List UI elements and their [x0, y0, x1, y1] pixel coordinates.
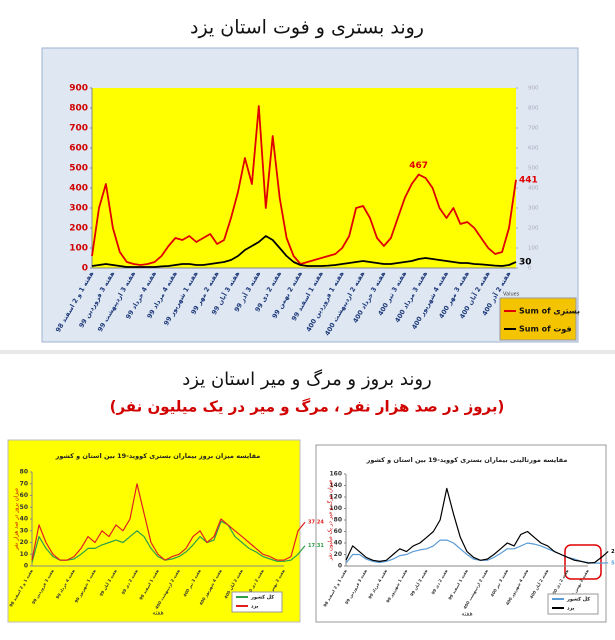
section-title: روند بروز و مرگ و میر استان یزد	[182, 369, 431, 390]
y-tick-label: 100	[329, 505, 342, 512]
y-tick-label: 40	[20, 516, 28, 523]
series-line	[31, 483, 306, 561]
plot-area	[92, 88, 516, 268]
y-tick-label: 20	[20, 539, 28, 546]
y-tick-label: 40	[334, 540, 342, 547]
y-tick-label: 200	[69, 224, 88, 234]
y2-tick-label: 600	[528, 146, 539, 152]
separator	[0, 350, 615, 354]
data-label: 5.65	[611, 560, 615, 566]
data-label: 25.34	[611, 549, 615, 555]
data-label: 17.31	[308, 543, 324, 549]
x-axis-label: هفته	[152, 610, 163, 617]
y-tick-label: 0	[24, 563, 28, 570]
highlight-box	[564, 544, 602, 580]
data-label: 30	[519, 258, 532, 268]
series-line	[31, 520, 306, 563]
data-label: 467	[409, 161, 428, 171]
y2-tick-label: 300	[528, 206, 539, 212]
y2-tick-label: 900	[528, 86, 539, 92]
chart-title: مقایسه میزان بروز بیماران بستری کووید-19…	[55, 452, 261, 460]
y2-tick-label: 200	[528, 226, 539, 232]
right-panel	[315, 444, 607, 623]
y-tick-label: 120	[329, 494, 342, 501]
top-title: روند بستری و فوت استان یزد	[190, 17, 424, 39]
data-label: 37.24	[308, 520, 324, 526]
y2-tick-label: 700	[528, 126, 539, 132]
y-tick-label: 60	[334, 528, 342, 535]
series-line	[91, 105, 517, 266]
legend-label: کل کشور	[566, 597, 590, 603]
y-tick-label: 160	[329, 471, 342, 478]
y-tick-label: 0	[82, 264, 88, 274]
y2-tick-label: 100	[528, 246, 539, 252]
legend-label: یزد	[567, 606, 575, 612]
y-tick-label: 50	[20, 504, 28, 511]
y2-tick-label: 0	[528, 266, 532, 272]
y2-tick-label: 500	[528, 166, 539, 172]
y-tick-label: 400	[69, 184, 88, 194]
y-tick-label: 70	[20, 480, 28, 487]
legend-label: یزد	[251, 604, 259, 610]
y-tick-label: 60	[20, 492, 28, 499]
y2-tick-label: 400	[528, 186, 539, 192]
y-tick-label: 100	[69, 244, 88, 254]
data-label: 441	[519, 175, 538, 185]
y-tick-label: 140	[329, 482, 342, 489]
y2-tick-label: 800	[528, 106, 539, 112]
section-subtitle: (بروز در صد هزار نفر ، مرگ و میر در یک م…	[110, 398, 505, 416]
legend-title: Values	[503, 292, 520, 298]
legend-label: کل کشور	[250, 595, 274, 601]
y-tick-label: 0	[338, 563, 342, 570]
y-tick-label: 300	[69, 204, 88, 214]
y-axis-label: میزان بروز در صد هزار نفر	[14, 488, 20, 551]
y-tick-label: 900	[69, 84, 88, 94]
y-tick-label: 800	[69, 104, 88, 114]
series-line	[91, 235, 517, 268]
series-line	[345, 487, 609, 564]
y-axis-label: میزان مرگ و میر در یک میلیون نفر	[326, 480, 334, 562]
y-tick-label: 10	[20, 551, 28, 558]
y-tick-label: 500	[69, 164, 88, 174]
y-tick-label: 600	[69, 144, 88, 154]
chart-title: مقایسه مورتالیتی بیماران بستری کووید-19 …	[366, 456, 568, 464]
y-tick-label: 700	[69, 124, 88, 134]
legend-label: Sum of بستری	[519, 307, 580, 316]
y-tick-label: 80	[20, 469, 28, 476]
legend-label: Sum of فوت	[519, 325, 572, 334]
y-tick-label: 80	[334, 517, 342, 524]
y-tick-label: 20	[334, 551, 342, 558]
y-tick-label: 30	[20, 527, 28, 534]
legend-box	[499, 297, 577, 341]
x-axis-label: هفته	[461, 611, 472, 618]
